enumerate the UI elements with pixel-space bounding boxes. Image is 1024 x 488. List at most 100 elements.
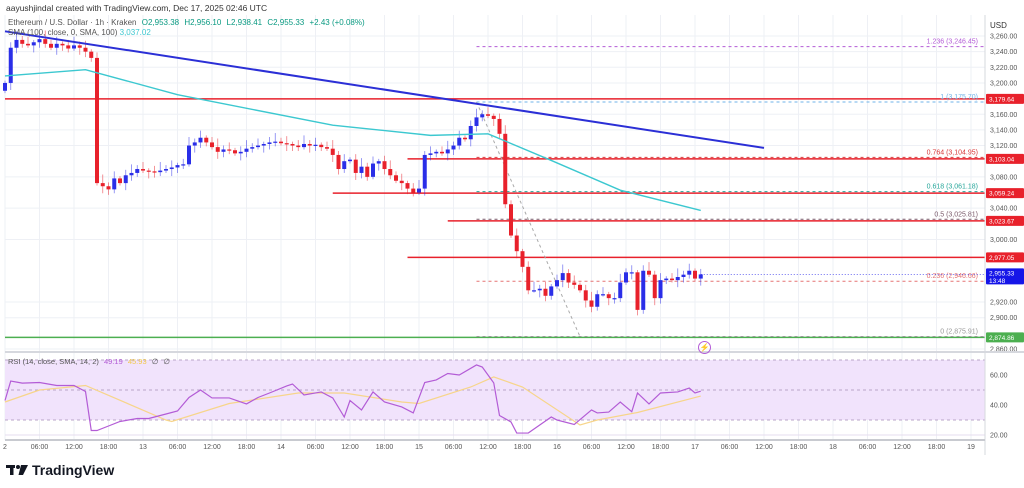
candle-down — [463, 137, 467, 140]
time-tick-label: 12:00 — [341, 444, 359, 451]
fib-level-label: 0.618 (3,061.18) — [927, 184, 978, 191]
time-tick-label: 06:00 — [721, 444, 739, 451]
rsi-legend: RSI (14, close, SMA, 14, 2) 49.19 45.93 … — [8, 357, 173, 366]
candles — [3, 30, 703, 316]
candle-down — [330, 148, 335, 155]
candle-up — [537, 288, 542, 291]
lightning-icon[interactable]: ⚡ — [698, 341, 711, 354]
candle-up — [187, 145, 191, 165]
time-tick-label: 18 — [829, 444, 837, 451]
candle-down — [319, 144, 324, 148]
candle-up — [181, 164, 186, 166]
sma-legend: SMA (100, close, 0, SMA, 100) 3,037.02 — [8, 28, 151, 37]
time-tick-label: 06:00 — [307, 444, 325, 451]
candle-down — [279, 141, 283, 144]
candle-up — [687, 270, 692, 275]
time-tick-label: 12:00 — [203, 444, 221, 451]
rsi-label[interactable]: RSI (14, close, SMA, 14, 2) — [8, 357, 99, 366]
candle-down — [215, 147, 220, 152]
candle-up — [164, 169, 168, 171]
sma-label[interactable]: SMA (100, close, 0, SMA, 100) — [8, 28, 118, 37]
time-tick-label: 12:00 — [479, 444, 497, 451]
candle-up — [675, 277, 680, 281]
candle-down — [543, 288, 548, 296]
candle-down — [152, 171, 157, 173]
fib-level-label: 0.5 (3,025.81) — [934, 211, 978, 218]
currency-unit[interactable]: USD — [990, 21, 1007, 30]
time-tick-label: 18:00 — [514, 444, 532, 451]
level-price-badge — [986, 188, 1024, 199]
candle-up — [434, 151, 439, 154]
fib-level-label: 1.236 (3,246.45) — [927, 39, 978, 46]
candle-down — [635, 272, 640, 310]
time-tick-label: 06:00 — [31, 444, 49, 451]
ohlc-low: L2,938.41 — [226, 18, 263, 27]
fib-retracement[interactable]: 1.236 (3,246.45) 1 (3,175.70) 0.764 (3,104… — [476, 39, 986, 338]
candle-down — [497, 118, 502, 134]
candle-down — [583, 290, 588, 301]
candle-down — [146, 170, 151, 172]
candle-up — [348, 159, 352, 162]
candle-up — [313, 144, 318, 146]
candle-down — [606, 294, 611, 299]
sma-value: 3,037.02 — [119, 28, 151, 37]
ohlc-high: H2,956.10 — [184, 18, 222, 27]
candle-down — [405, 183, 410, 189]
candle-up — [221, 149, 226, 152]
candle-down — [365, 166, 370, 177]
candle-down — [526, 266, 531, 291]
candle-down — [394, 175, 398, 181]
candle-down — [141, 169, 145, 171]
level-price-badge — [986, 153, 1024, 164]
candle-down — [60, 43, 65, 46]
candle-up — [612, 298, 617, 300]
time-tick-label: 15 — [415, 444, 423, 451]
candle-down — [83, 47, 88, 52]
level-price-badge — [986, 215, 1024, 226]
time-tick-label: 12:00 — [893, 444, 911, 451]
candle-down — [118, 178, 122, 184]
time-tick-label: 18:00 — [376, 444, 394, 451]
candle-down — [382, 161, 387, 170]
candle-up — [445, 149, 450, 154]
time-tick-label: 2 — [3, 444, 7, 451]
candle-up — [624, 272, 628, 283]
candle-up — [244, 148, 249, 152]
candle-down — [353, 159, 358, 173]
candle-up — [474, 117, 479, 126]
price-tick-label: 3,140.00 — [990, 127, 1017, 134]
time-tick-label: 18:00 — [928, 444, 946, 451]
candle-up — [664, 278, 669, 281]
price-tick-label: 3,220.00 — [990, 65, 1017, 72]
candle-down — [26, 43, 30, 46]
time-tick-label: 13 — [139, 444, 147, 451]
price-tick-label: 2,860.00 — [990, 347, 1017, 354]
candle-up — [555, 280, 559, 287]
candle-down — [49, 43, 53, 48]
candle-up — [37, 39, 42, 43]
level-price-label: 2,874.86 — [989, 335, 1015, 342]
candle-up — [112, 178, 117, 190]
candle-up — [123, 175, 128, 184]
candle-up — [601, 294, 605, 296]
candle-down — [388, 169, 393, 176]
candle-down — [20, 39, 25, 44]
candle-up — [54, 43, 59, 48]
candle-down — [296, 145, 301, 148]
candle-down — [411, 188, 416, 193]
candle-up — [72, 45, 76, 49]
candle-up — [560, 273, 565, 281]
candle-up — [267, 142, 272, 144]
candle-down — [486, 114, 490, 116]
candle-up — [129, 172, 134, 176]
time-tick-label: 18:00 — [790, 444, 808, 451]
level-price-badge — [986, 252, 1024, 263]
last-price-label: 2,955.33 — [989, 270, 1015, 277]
rsi-value: 49.19 — [103, 357, 123, 366]
candle-down — [43, 39, 48, 44]
bar-countdown-label: 13:48 — [989, 278, 1006, 285]
symbol-title[interactable]: Ethereum / U.S. Dollar · 1h · Kraken — [8, 18, 137, 27]
time-tick-label: 14 — [277, 444, 285, 451]
candle-down — [589, 300, 594, 307]
